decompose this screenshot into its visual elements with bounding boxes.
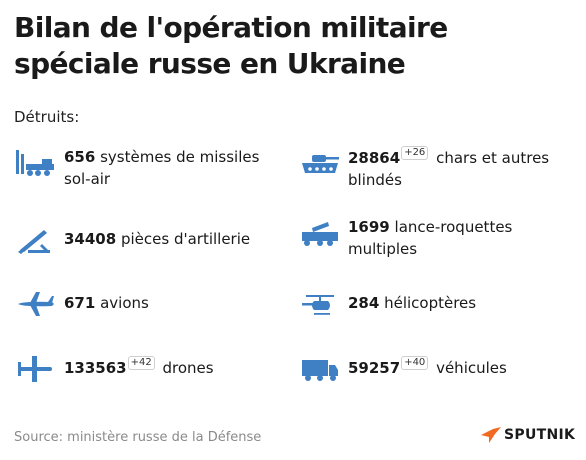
list-item: 671 avions	[14, 288, 284, 322]
item-delta-badge: +26	[401, 146, 429, 160]
sputnik-star-icon	[481, 427, 501, 443]
brand-logo: SPUTNIK	[480, 426, 575, 444]
missile-launcher-icon	[14, 146, 58, 180]
list-item: 133563 +42 drones	[14, 352, 284, 386]
artillery-icon	[14, 224, 58, 258]
list-item: 59257 +40 véhicules	[298, 352, 578, 386]
item-delta-badge: +40	[401, 356, 429, 370]
item-number: 59257	[348, 359, 401, 377]
subtitle: Détruits:	[14, 108, 80, 126]
brand-name: SPUTNIK	[504, 427, 576, 443]
drone-icon	[14, 352, 58, 386]
item-number: 671	[64, 294, 96, 312]
source-note: Source: ministère russe de la Défense	[14, 430, 262, 445]
rocket-launcher-truck-icon	[298, 216, 342, 250]
item-label: véhicules	[436, 359, 507, 377]
item-number: 133563	[64, 359, 127, 377]
airplane-icon	[14, 288, 58, 322]
helicopter-icon	[298, 288, 342, 322]
item-label: systèmes de missiles sol-air	[64, 148, 260, 188]
item-number: 656	[64, 148, 96, 166]
item-label: hélicoptères	[384, 294, 477, 312]
item-delta-badge: +42	[127, 356, 155, 370]
item-label: drones	[162, 359, 214, 377]
item-number: 28864	[348, 149, 401, 167]
item-number: 284	[348, 294, 380, 312]
item-number: 1699	[348, 218, 390, 236]
page-title: Bilan de l'opération militaire spéciale …	[14, 11, 448, 80]
list-item: 1699 lance-roquettes multiples	[298, 216, 578, 260]
item-number: 34408	[64, 230, 117, 248]
tank-icon	[298, 146, 342, 180]
list-item: 656 systèmes de missiles sol-air	[14, 146, 284, 190]
list-item: 284 hélicoptères	[298, 288, 578, 322]
list-item: 28864 +26 chars et autres blindés	[298, 146, 578, 191]
item-label: lance-roquettes multiples	[348, 218, 513, 258]
item-label: pièces d'artillerie	[120, 230, 251, 248]
list-item: 34408 pièces d'artillerie	[14, 224, 284, 258]
item-label: avions	[100, 294, 149, 312]
truck-icon	[298, 352, 342, 386]
item-label: chars et autres blindés	[348, 149, 550, 189]
